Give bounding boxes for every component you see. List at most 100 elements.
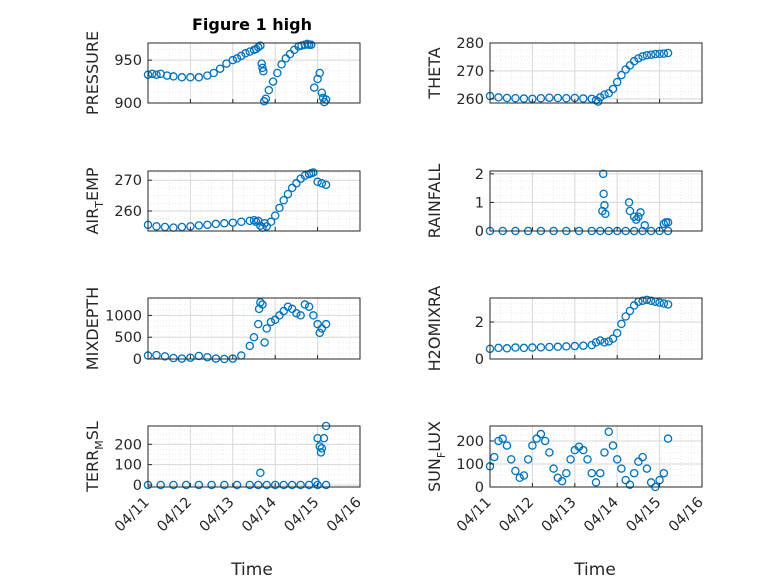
data-point: [536, 429, 546, 439]
data-point: [315, 68, 324, 78]
data-point: [557, 476, 567, 486]
y-tick-label: 0: [475, 352, 484, 368]
data-point: [147, 69, 157, 79]
data-point: [591, 478, 601, 487]
data-point: [232, 54, 242, 63]
data-point: [536, 343, 546, 352]
data-point: [617, 464, 626, 473]
data-point: [523, 455, 533, 464]
data-point: [617, 70, 626, 80]
data-point: [285, 49, 295, 59]
data-point: [321, 180, 331, 190]
data-point: [259, 67, 268, 76]
data-point: [659, 299, 669, 308]
y-tick-label: 900: [114, 96, 142, 112]
data-point: [646, 296, 656, 306]
data-point: [253, 480, 263, 490]
data-point: [655, 49, 664, 59]
data-point: [203, 220, 212, 230]
data-point: [261, 94, 271, 103]
data-point: [494, 93, 503, 102]
data-point: [309, 83, 319, 92]
data-point: [634, 457, 643, 466]
data-point: [321, 319, 331, 329]
data-point: [593, 97, 603, 106]
data-point: [220, 480, 229, 490]
data-point: [264, 85, 274, 95]
data-point: [253, 43, 263, 52]
data-point: [156, 480, 165, 490]
data-point: [612, 328, 622, 338]
y-axis-label: SUNFLUX: [425, 421, 448, 492]
data-point: [296, 311, 305, 320]
data-point: [562, 94, 571, 103]
data-point: [317, 179, 327, 188]
axes-box: [147, 170, 361, 232]
data-point: [181, 480, 191, 490]
data-point: [519, 343, 529, 353]
data-point: [273, 68, 282, 78]
x-tick-label: 04/13: [539, 495, 580, 536]
y-axis-label: H2OMIXRA: [425, 286, 444, 372]
data-point: [160, 352, 170, 361]
data-point: [160, 222, 170, 232]
data-point: [228, 55, 238, 65]
data-point: [169, 480, 178, 490]
y-tick-label: 0: [475, 480, 484, 496]
data-point: [270, 480, 280, 490]
data-point: [315, 442, 324, 451]
data-point: [262, 222, 271, 231]
x-tick-label: 04/15: [282, 495, 323, 536]
data-point: [207, 480, 216, 490]
data-point: [279, 306, 288, 316]
y-tick-label: 280: [456, 36, 484, 52]
data-point: [300, 300, 310, 309]
x-tick-label: 04/12: [496, 495, 537, 536]
data-point: [277, 60, 286, 69]
data-point: [583, 455, 592, 464]
data-point: [241, 49, 250, 58]
x-tick-label: 04/15: [624, 495, 665, 536]
data-point: [659, 49, 669, 58]
data-point: [642, 464, 652, 473]
data-point: [256, 298, 265, 307]
data-point: [587, 468, 597, 478]
y-tick-label: 200: [456, 434, 484, 450]
data-point: [169, 353, 178, 363]
y-tick-label: 1000: [105, 308, 142, 324]
data-point: [270, 315, 280, 325]
data-point: [275, 203, 284, 213]
x-tick-label: 04/14: [581, 495, 622, 536]
data-point: [601, 209, 610, 219]
data-point: [587, 340, 597, 350]
data-point: [502, 93, 512, 103]
y-tick-label: 200: [114, 437, 142, 453]
data-series: [143, 168, 331, 232]
data-point: [591, 338, 601, 347]
chart-panel-rainfall: 0 1 2 RAINFALL: [425, 164, 703, 240]
x-axis-label-right: Time: [573, 560, 616, 580]
data-point: [268, 77, 278, 86]
y-axis-label: RAINFALL: [425, 164, 444, 239]
data-point: [570, 341, 580, 351]
data-point: [287, 304, 297, 314]
data-point: [624, 198, 634, 207]
data-point: [279, 480, 288, 490]
data-point: [600, 90, 609, 99]
data-point: [194, 351, 204, 361]
data-point: [321, 480, 331, 490]
chart-panel-pressure: 900 950 PRESSURE: [83, 31, 361, 115]
data-point: [629, 56, 639, 66]
y-tick-label: 500: [114, 330, 142, 346]
data-point: [313, 319, 322, 329]
data-point: [313, 433, 322, 443]
data-point: [489, 452, 499, 462]
data-series: [485, 295, 673, 354]
data-point: [608, 334, 618, 343]
data-point: [211, 219, 221, 229]
data-point: [604, 427, 613, 437]
data-point: [545, 342, 554, 352]
axes-box: [489, 297, 703, 360]
data-point: [152, 70, 161, 79]
data-point: [663, 300, 673, 309]
